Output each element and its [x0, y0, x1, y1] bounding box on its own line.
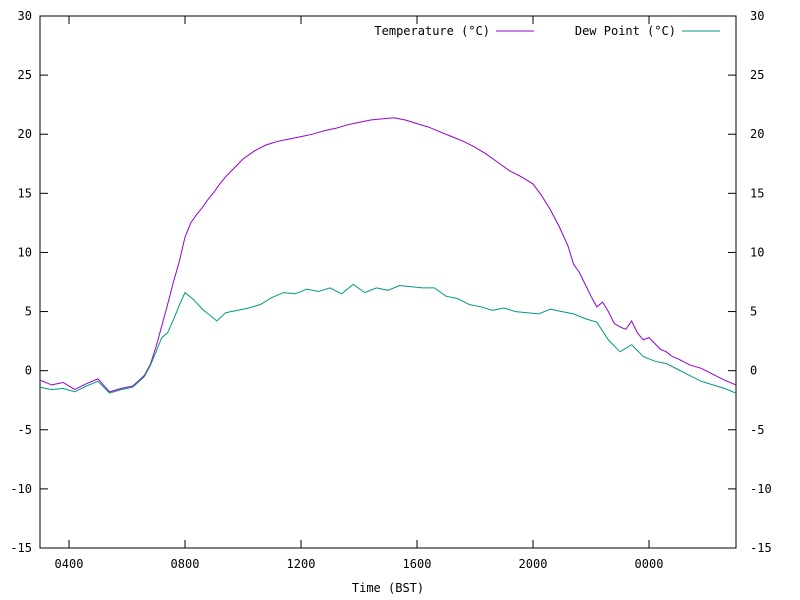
x-tick-label: 0000: [635, 557, 664, 571]
plot-area-frame: [39, 15, 737, 549]
y-tick-label-right: -10: [750, 482, 772, 496]
y-tick-label-left: 30: [18, 9, 32, 23]
y-tick-label-left: 15: [18, 186, 32, 200]
y-tick-label-right: 15: [750, 186, 764, 200]
y-tick-label-left: 10: [18, 245, 32, 259]
x-axis: 0400 0800 1200 1600 2000 0000: [55, 16, 664, 571]
x-axis-title: Time (BST): [352, 581, 424, 595]
legend: Temperature (°C) Dew Point (°C): [374, 24, 720, 38]
y-tick-label-left: 0: [25, 364, 32, 378]
y-tick-label-right: 5: [750, 305, 757, 319]
y-tick-label-right: 0: [750, 364, 757, 378]
series-line-1: [39, 283, 737, 394]
y-tick-label-right: 20: [750, 127, 764, 141]
y-axis-right: -15 -10 -5 0 5 10 15 20 25 30: [728, 9, 772, 555]
y-tick-label-left: -10: [10, 482, 32, 496]
y-tick-label-right: -15: [750, 541, 772, 555]
y-axis-left: -15 -10 -5 0 5 10 15 20 25 30: [10, 9, 48, 555]
y-tick-label-right: -5: [750, 423, 764, 437]
x-tick-label: 0400: [55, 557, 84, 571]
y-tick-label-right: 10: [750, 245, 764, 259]
series-line-0: [39, 117, 737, 393]
y-tick-label-right: 30: [750, 9, 764, 23]
y-tick-label-left: 25: [18, 68, 32, 82]
y-tick-label-left: -5: [18, 423, 32, 437]
x-tick-label: 2000: [519, 557, 548, 571]
y-tick-label-right: 25: [750, 68, 764, 82]
y-tick-label-left: -15: [10, 541, 32, 555]
legend-label-0: Temperature (°C): [374, 24, 490, 38]
x-tick-label: 1200: [287, 557, 316, 571]
series-lines: [39, 117, 737, 394]
x-tick-label: 0800: [171, 557, 200, 571]
y-tick-label-left: 5: [25, 305, 32, 319]
x-tick-label: 1600: [403, 557, 432, 571]
legend-label-1: Dew Point (°C): [575, 24, 676, 38]
y-tick-label-left: 20: [18, 127, 32, 141]
